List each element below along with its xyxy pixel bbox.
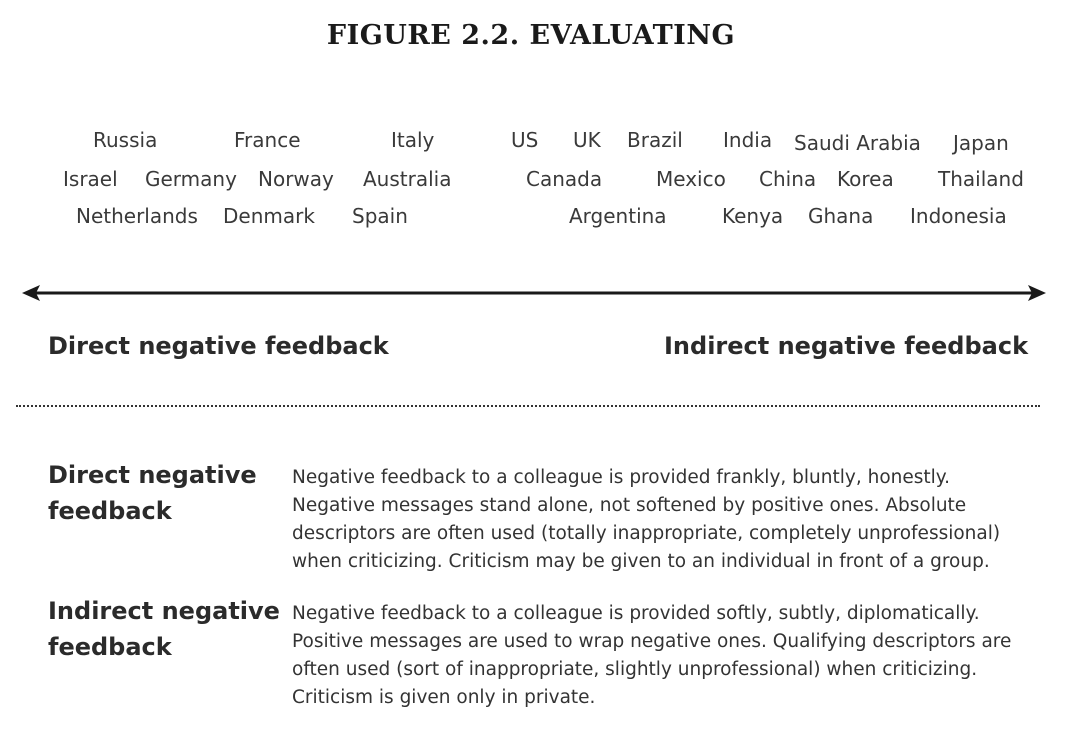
country-label: Denmark [223,204,315,228]
scale-right-label: Indirect negative feedback [664,332,1029,360]
country-label: Kenya [722,204,784,228]
dotted-divider [16,405,1040,407]
scale-left-label: Direct negative feedback [48,332,389,360]
definition-term-direct: Direct negative feedback [48,457,257,529]
country-label: Ghana [808,204,874,228]
country-label: Israel [63,167,118,191]
country-label: India [723,128,773,152]
country-label: France [234,128,301,152]
term-line: feedback [48,497,172,525]
description-line: descriptors are often used (totally inap… [292,523,1001,544]
definition-description-direct: Negative feedback to a colleague is prov… [292,464,1032,576]
description-line: Positive messages are used to wrap negat… [292,631,1012,652]
country-label: Germany [145,167,237,191]
country-label: Saudi Arabia [794,131,921,155]
country-label: Canada [526,167,603,191]
country-label: Spain [352,204,408,228]
country-label: Mexico [656,167,726,191]
country-label: Norway [258,167,334,191]
country-label: China [759,167,817,191]
description-line: when criticizing. Criticism may be given… [292,551,990,572]
country-label: Korea [837,167,894,191]
description-line: Negative messages stand alone, not softe… [292,495,967,516]
arrow-right-icon [1028,285,1046,301]
country-label: Russia [93,128,158,152]
description-line: often used (sort of inappropriate, sligh… [292,659,978,680]
country-label: Netherlands [76,204,198,228]
country-label: Thailand [938,167,1024,191]
country-label: Brazil [627,128,683,152]
country-label: Japan [953,131,1009,155]
country-label: Italy [391,128,435,152]
country-label: Indonesia [910,204,1007,228]
definition-term-indirect: Indirect negative feedback [48,593,280,665]
term-line: Direct negative [48,461,257,489]
country-label: Argentina [569,204,667,228]
country-label: UK [573,128,601,152]
country-label: US [511,128,539,152]
description-line: Negative feedback to a colleague is prov… [292,603,980,624]
term-line: Indirect negative [48,597,280,625]
term-line: feedback [48,633,172,661]
definition-description-indirect: Negative feedback to a colleague is prov… [292,600,1032,712]
description-line: Criticism is given only in private. [292,687,596,708]
figure-title: FIGURE 2.2. EVALUATING [326,20,736,51]
arrow-left-icon [22,285,40,301]
description-line: Negative feedback to a colleague is prov… [292,467,950,488]
country-label: Australia [363,167,452,191]
